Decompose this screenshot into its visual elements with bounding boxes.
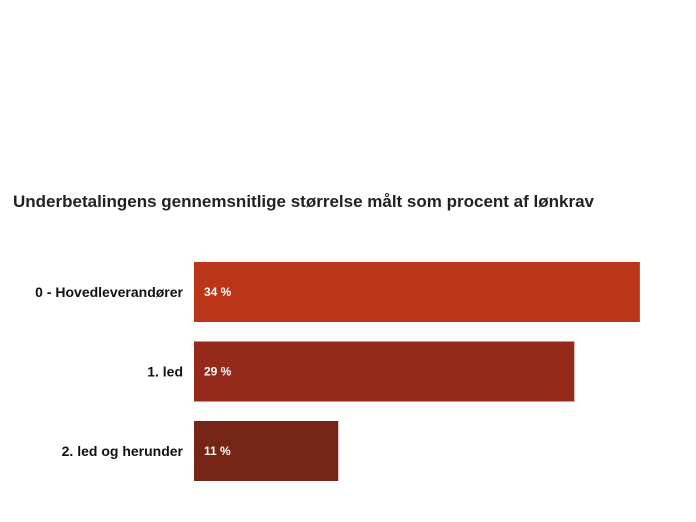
value-label-0: 34 % [204,285,232,299]
bar-0 [194,262,640,322]
category-label-0: 0 - Hovedleverandører [35,284,183,300]
bar-1 [194,341,575,402]
value-label-1: 29 % [204,365,232,379]
value-label-2: 11 % [204,444,231,458]
category-label-2: 2. led og herunder [62,443,184,459]
bar-2 [194,421,339,481]
chart-title: Underbetalingens gennemsnitlige størrels… [13,192,594,211]
category-label-1: 1. led [147,364,183,380]
